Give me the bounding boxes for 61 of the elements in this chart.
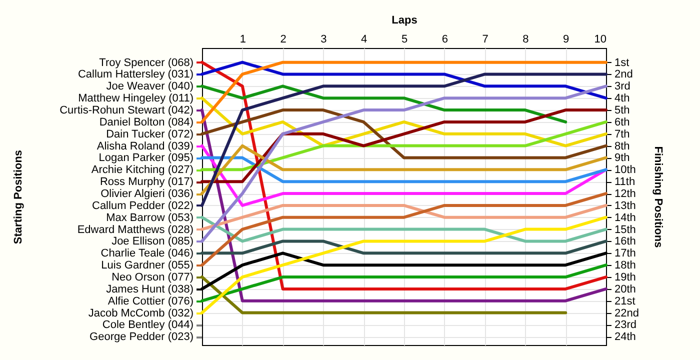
x-tick-label: 7 — [482, 34, 488, 46]
y2-tick-label: 2nd — [614, 68, 633, 81]
y2-tick-label: 16th — [614, 236, 636, 248]
legend-label: Max Barrow (053) — [106, 212, 194, 224]
x-tick-label: 9 — [563, 34, 570, 46]
x-tick-label: 10 — [594, 34, 606, 46]
legend-label: Edward Matthews (028) — [77, 224, 194, 236]
y2-tick-label: 11th — [614, 176, 636, 188]
x-tick-label: 4 — [361, 34, 368, 46]
legend-label: Luis Gardner (055) — [101, 260, 194, 272]
legend-label: Troy Spencer (068) — [99, 56, 194, 69]
y2-tick-label: 12th — [614, 188, 636, 200]
y2-tick-label: 23rd — [614, 319, 637, 332]
legend-label: Callum Pedder (022) — [92, 200, 194, 212]
legend-title: Starting Positions — [12, 150, 25, 244]
y2-tick-label: 9th — [614, 152, 630, 164]
legend-label: Dain Tucker (072) — [106, 128, 194, 140]
y2-tick-label: 21st — [614, 295, 636, 308]
y2-tick-label: 22nd — [614, 307, 639, 320]
legend-label: Archie Kitching (027) — [91, 164, 194, 176]
x-tick-label: 8 — [522, 34, 529, 46]
legend-label: Ross Murphy (017) — [100, 176, 194, 188]
legend-label: Cole Bentley (044) — [102, 319, 194, 332]
x-axis-title: Laps — [392, 14, 418, 26]
x-tick-label: 6 — [442, 34, 448, 46]
y2-tick-label: 15th — [614, 224, 636, 236]
legend-label: Joe Weaver (040) — [106, 80, 194, 93]
legend-label: Joe Ellison (085) — [112, 236, 194, 248]
legend-label: James Hunt (038) — [106, 283, 194, 296]
y2-tick-label: 13th — [614, 200, 636, 212]
y2-tick-label: 24th — [614, 331, 636, 344]
legend-label: Olivier Algieri (036) — [100, 188, 194, 200]
legend-label: Charlie Teale (046) — [100, 248, 194, 260]
legend-label: Jacob McComb (032) — [88, 307, 194, 320]
legend-label: George Pedder (023) — [90, 331, 194, 344]
y2-axis-title: Finishing Positions — [652, 146, 664, 248]
legend-label: Alisha Roland (039) — [96, 140, 194, 152]
y2-tick-label: 10th — [614, 164, 636, 176]
y2-tick-label: 3rd — [614, 80, 630, 93]
y2-tick-label: 1st — [614, 56, 630, 69]
y2-tick-label: 20th — [614, 283, 636, 296]
legend-label: Alfie Cottier (076) — [108, 295, 194, 308]
legend-label: Daniel Bolton (084) — [99, 116, 194, 128]
y2-tick-label: 6th — [614, 116, 630, 128]
x-tick-label: 2 — [280, 34, 286, 46]
legend-label: Neo Orson (077) — [112, 272, 194, 284]
x-tick-label: 3 — [320, 34, 327, 46]
y2-tick-label: 4th — [614, 92, 630, 105]
y2-tick-label: 14th — [614, 212, 636, 224]
legend-label: Logan Parker (095) — [98, 152, 194, 164]
y2-tick-label: 5th — [614, 104, 630, 117]
legend-label: Matthew Hingeley (011) — [78, 92, 194, 105]
x-tick-label: 1 — [240, 34, 246, 46]
x-tick-label: 5 — [401, 34, 408, 46]
y2-tick-label: 17th — [614, 248, 636, 260]
legend-label: Curtis-Rohun Stewart (042) — [60, 104, 194, 117]
y2-tick-label: 19th — [614, 272, 636, 284]
y2-tick-label: 8th — [614, 140, 630, 152]
y2-tick-label: 7th — [614, 128, 630, 140]
y2-tick-label: 18th — [614, 260, 636, 272]
legend-label: Callum Hattersley (031) — [78, 68, 194, 81]
